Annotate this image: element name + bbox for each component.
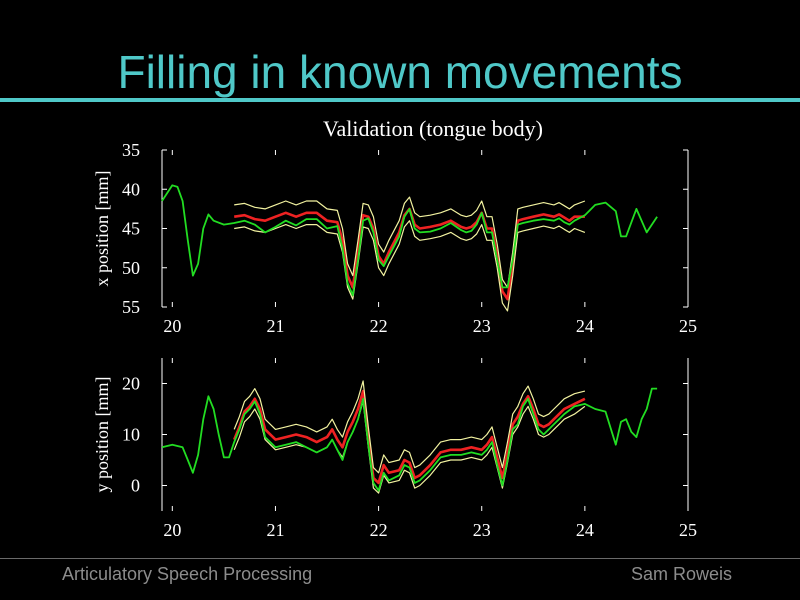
y-plot-xtick-label: 24 [576,520,594,540]
footer-course-name: Articulatory Speech Processing [62,564,313,584]
y-plot-xtick-label: 22 [370,520,388,540]
x-plot-ytick-label: 55 [122,297,140,317]
title-rule [0,98,800,102]
y-plot-ytick-label: 10 [122,425,140,445]
x-plot-ytick-label: 35 [122,140,140,160]
y-plot-series-yellow-3 [233,400,586,494]
y-plot-ytick-label: 20 [122,374,140,394]
x-plot-series-red-1 [234,207,585,301]
x-plot-series-green-0 [161,184,658,297]
x-plot-ytick-label: 45 [122,219,140,239]
y-plot-ytick-label: 0 [131,476,140,496]
x-plot-xtick-label: 24 [576,316,594,336]
x-plot-xtick-label: 21 [266,316,284,336]
x-plot-title: Validation (tongue body) [323,116,543,141]
x-plot-xtick-label: 20 [163,316,181,336]
footer-author: Sam Roweis [630,564,732,584]
chart-area: Validation (tongue body) 20 21 22 23 24 25 35 40… [92,116,697,540]
y-plot-series-green-0 [161,387,658,492]
y-plot-series-yellow-2 [233,380,586,474]
y-plot-series-red-1 [232,389,586,485]
x-plot-xtick-label: 22 [370,316,388,336]
x-plot-xtick-label: 23 [473,316,491,336]
y-plot-xtick-label: 20 [163,520,181,540]
x-plot-xtick-label: 25 [679,316,697,336]
y-plot-xtick-label: 25 [679,520,697,540]
x-plot-ytick-label: 40 [122,179,140,199]
footer-rule [0,558,800,559]
y-plot-xtick-label: 23 [473,520,491,540]
x-plot-ytick-label: 50 [122,258,140,278]
y-plot-ylabel: y position [mm] [92,377,112,493]
x-plot-series-yellow-3 [234,220,586,312]
x-plot-ylabel: x position [mm] [92,171,112,287]
y-plot-xtick-label: 21 [266,520,284,540]
slide-title: Filling in known movements [117,46,683,98]
x-plot-series-yellow-2 [234,196,586,288]
